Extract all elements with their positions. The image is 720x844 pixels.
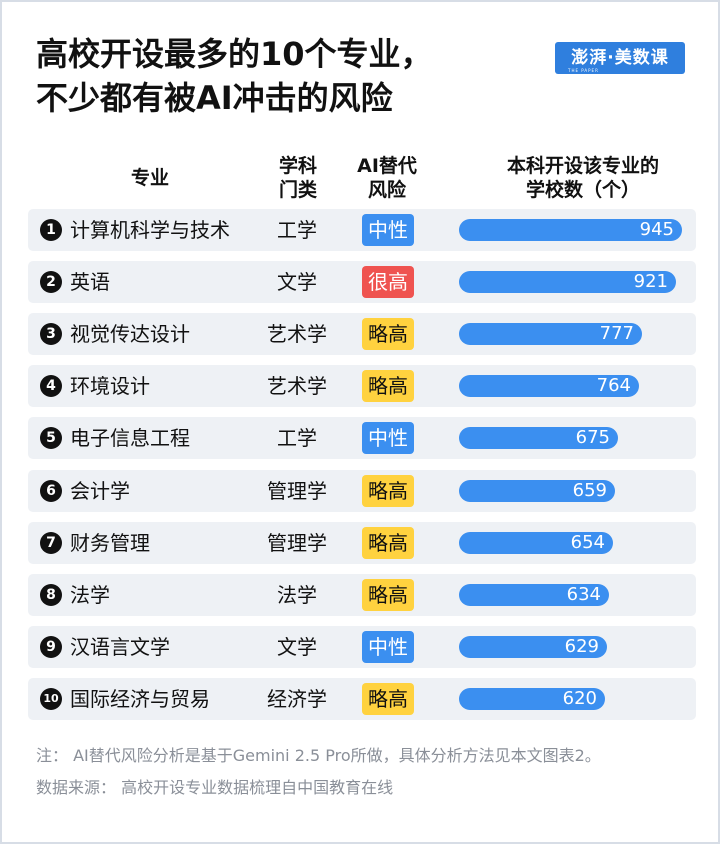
risk-badge: 略高 (362, 683, 414, 715)
title-line-1: 高校开设最多的10个专业， (36, 35, 433, 73)
value-label: 764 (596, 375, 631, 396)
table-row: 1 计算机科学与技术 工学 中性 945 (28, 209, 696, 251)
rank-badge: 6 (40, 480, 62, 502)
risk-badge: 略高 (362, 475, 414, 507)
rank-badge: 8 (40, 584, 62, 606)
category-label: 艺术学 (267, 322, 327, 346)
header-category: 学科 门类 (250, 154, 346, 202)
header-category-line-1: 学科 (278, 155, 317, 177)
table-row: 10 国际经济与贸易 经济学 略高 620 (28, 678, 696, 720)
category-label: 工学 (277, 426, 317, 450)
value-bar: 945 (459, 219, 682, 241)
category-label: 工学 (277, 218, 317, 242)
value-label: 659 (572, 480, 607, 501)
risk-badge: 很高 (362, 266, 414, 298)
rank-badge: 7 (40, 532, 62, 554)
value-label: 945 (639, 219, 674, 240)
table-row: 9 汉语言文学 文学 中性 629 (28, 626, 696, 668)
value-bar: 659 (459, 480, 615, 502)
rank-badge: 4 (40, 375, 62, 397)
major-name: 国际经济与贸易 (70, 687, 210, 711)
major-name: 会计学 (70, 479, 130, 503)
category-label: 法学 (277, 583, 317, 607)
table-row: 8 法学 法学 略高 634 (28, 574, 696, 616)
major-name: 汉语言文学 (70, 635, 170, 659)
value-label: 921 (633, 271, 668, 292)
major-name: 视觉传达设计 (70, 322, 190, 346)
risk-badge: 略高 (362, 527, 414, 559)
value-label: 777 (599, 323, 634, 344)
category-label: 经济学 (267, 687, 327, 711)
value-label: 634 (566, 584, 601, 605)
value-label: 620 (562, 688, 597, 709)
rank-badge: 3 (40, 323, 62, 345)
category-label: 管理学 (267, 479, 327, 503)
major-name: 英语 (70, 270, 110, 294)
value-bar: 921 (459, 271, 676, 293)
value-label: 654 (570, 532, 605, 553)
value-bar: 675 (459, 427, 618, 449)
table-row: 3 视觉传达设计 艺术学 略高 777 (28, 313, 696, 355)
header-count-line-2: 学校数（个） (525, 179, 640, 201)
footnote: 注： AI替代风险分析是基于Gemini 2.5 Pro所做，具体分析方法见本文… (36, 746, 601, 765)
rank-badge: 9 (40, 636, 62, 658)
value-label: 629 (564, 636, 599, 657)
value-label: 675 (575, 427, 610, 448)
value-bar: 634 (459, 584, 609, 606)
value-bar: 629 (459, 636, 607, 658)
major-name: 财务管理 (70, 531, 150, 555)
value-bar: 620 (459, 688, 605, 710)
page-title: 高校开设最多的10个专业， 不少都有被AI冲击的风险 (36, 32, 433, 120)
table-row: 7 财务管理 管理学 略高 654 (28, 522, 696, 564)
table-row: 4 环境设计 艺术学 略高 764 (28, 365, 696, 407)
major-name: 法学 (70, 583, 110, 607)
data-source: 数据来源： 高校开设专业数据梳理自中国教育在线 (36, 778, 394, 797)
brand-logo: 澎湃·美数课 (555, 42, 685, 74)
category-label: 管理学 (267, 531, 327, 555)
major-name: 电子信息工程 (70, 426, 190, 450)
risk-badge: 中性 (362, 422, 414, 454)
table-row: 2 英语 文学 很高 921 (28, 261, 696, 303)
category-label: 文学 (277, 635, 317, 659)
table-row: 6 会计学 管理学 略高 659 (28, 470, 696, 512)
title-line-2: 不少都有被AI冲击的风险 (36, 79, 393, 117)
category-label: 艺术学 (267, 374, 327, 398)
brand-logo-subtext: THE PAPER (568, 68, 599, 73)
table-row: 5 电子信息工程 工学 中性 675 (28, 417, 696, 459)
rank-badge: 5 (40, 427, 62, 449)
header-count-line-1: 本科开设该专业的 (506, 155, 659, 177)
value-bar: 654 (459, 532, 613, 554)
category-label: 文学 (277, 270, 317, 294)
major-name: 环境设计 (70, 374, 150, 398)
header-category-line-2: 门类 (278, 179, 317, 201)
header-count: 本科开设该专业的 学校数（个） (478, 154, 688, 202)
rank-badge: 10 (40, 688, 62, 710)
brand-logo-text: 澎湃·美数课 (571, 48, 669, 68)
risk-badge: 略高 (362, 318, 414, 350)
risk-badge: 略高 (362, 579, 414, 611)
risk-badge: 中性 (362, 631, 414, 663)
risk-badge: 中性 (362, 214, 414, 246)
header-risk-line-2: 风险 (367, 179, 406, 201)
header-risk-line-1: AI替代 (357, 155, 417, 177)
header-risk: AI替代 风险 (344, 154, 430, 202)
major-name: 计算机科学与技术 (70, 218, 230, 242)
value-bar: 777 (459, 323, 642, 345)
rank-badge: 2 (40, 271, 62, 293)
header-major: 专业 (130, 167, 169, 189)
risk-badge: 略高 (362, 370, 414, 402)
rank-badge: 1 (40, 219, 62, 241)
value-bar: 764 (459, 375, 639, 397)
